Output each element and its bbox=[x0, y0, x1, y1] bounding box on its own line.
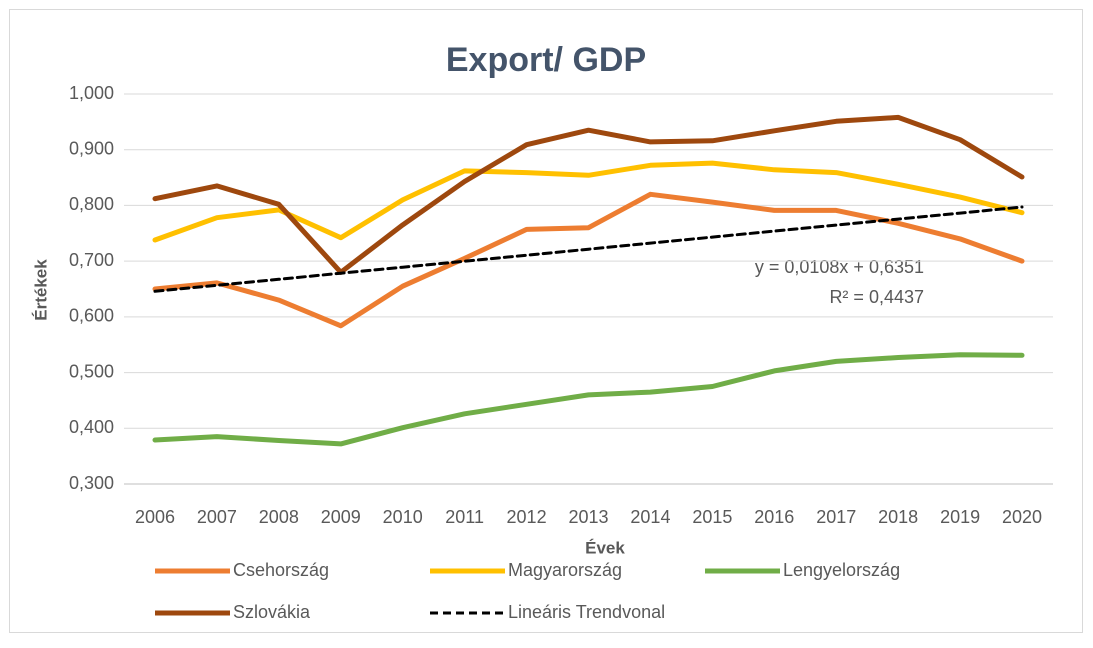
x-tick-label: 2018 bbox=[878, 507, 918, 527]
series-line bbox=[153, 205, 1024, 293]
y-tick-label: 0,900 bbox=[69, 138, 114, 158]
y-tick-label: 1,000 bbox=[69, 83, 114, 103]
x-tick-label: 2008 bbox=[259, 507, 299, 527]
x-tick-label: 2010 bbox=[383, 507, 423, 527]
y-tick-label: 0,300 bbox=[69, 473, 114, 493]
legend-label: Magyarország bbox=[508, 560, 622, 580]
x-tick-label: 2006 bbox=[135, 507, 175, 527]
x-tick-label: 2007 bbox=[197, 507, 237, 527]
legend-label: Lineáris Trendvonal bbox=[508, 602, 665, 622]
legend-label: Szlovákia bbox=[233, 602, 311, 622]
series-line bbox=[152, 114, 1025, 275]
series-line bbox=[152, 352, 1025, 447]
y-tick-label: 0,700 bbox=[69, 250, 114, 270]
x-axis-label: Évek bbox=[585, 538, 625, 557]
x-tick-label: 2009 bbox=[321, 507, 361, 527]
x-tick-label: 2014 bbox=[630, 507, 670, 527]
y-tick-label: 0,400 bbox=[69, 417, 114, 437]
x-tick-label: 2016 bbox=[754, 507, 794, 527]
x-tick-label: 2013 bbox=[568, 507, 608, 527]
x-tick-label: 2012 bbox=[507, 507, 547, 527]
y-tick-label: 0,600 bbox=[69, 306, 114, 326]
trend-r-squared: R² = 0,4437 bbox=[829, 287, 924, 307]
x-tick-label: 2017 bbox=[816, 507, 856, 527]
x-tick-label: 2015 bbox=[692, 507, 732, 527]
series-line bbox=[152, 160, 1025, 243]
x-tick-label: 2011 bbox=[445, 507, 484, 527]
y-tick-label: 0,800 bbox=[69, 194, 114, 214]
trend-equation: y = 0,0108x + 0,6351 bbox=[755, 257, 924, 277]
legend-label: Lengyelország bbox=[783, 560, 900, 580]
x-tick-label: 2019 bbox=[940, 507, 980, 527]
series-line bbox=[152, 191, 1025, 329]
legend-label: Csehország bbox=[233, 560, 329, 580]
x-tick-label: 2020 bbox=[1002, 507, 1042, 527]
y-tick-label: 0,500 bbox=[69, 361, 114, 381]
y-axis-label: Értékek bbox=[31, 259, 50, 321]
chart-title: Export/ GDP bbox=[446, 41, 646, 79]
chart-frame bbox=[9, 9, 1083, 633]
